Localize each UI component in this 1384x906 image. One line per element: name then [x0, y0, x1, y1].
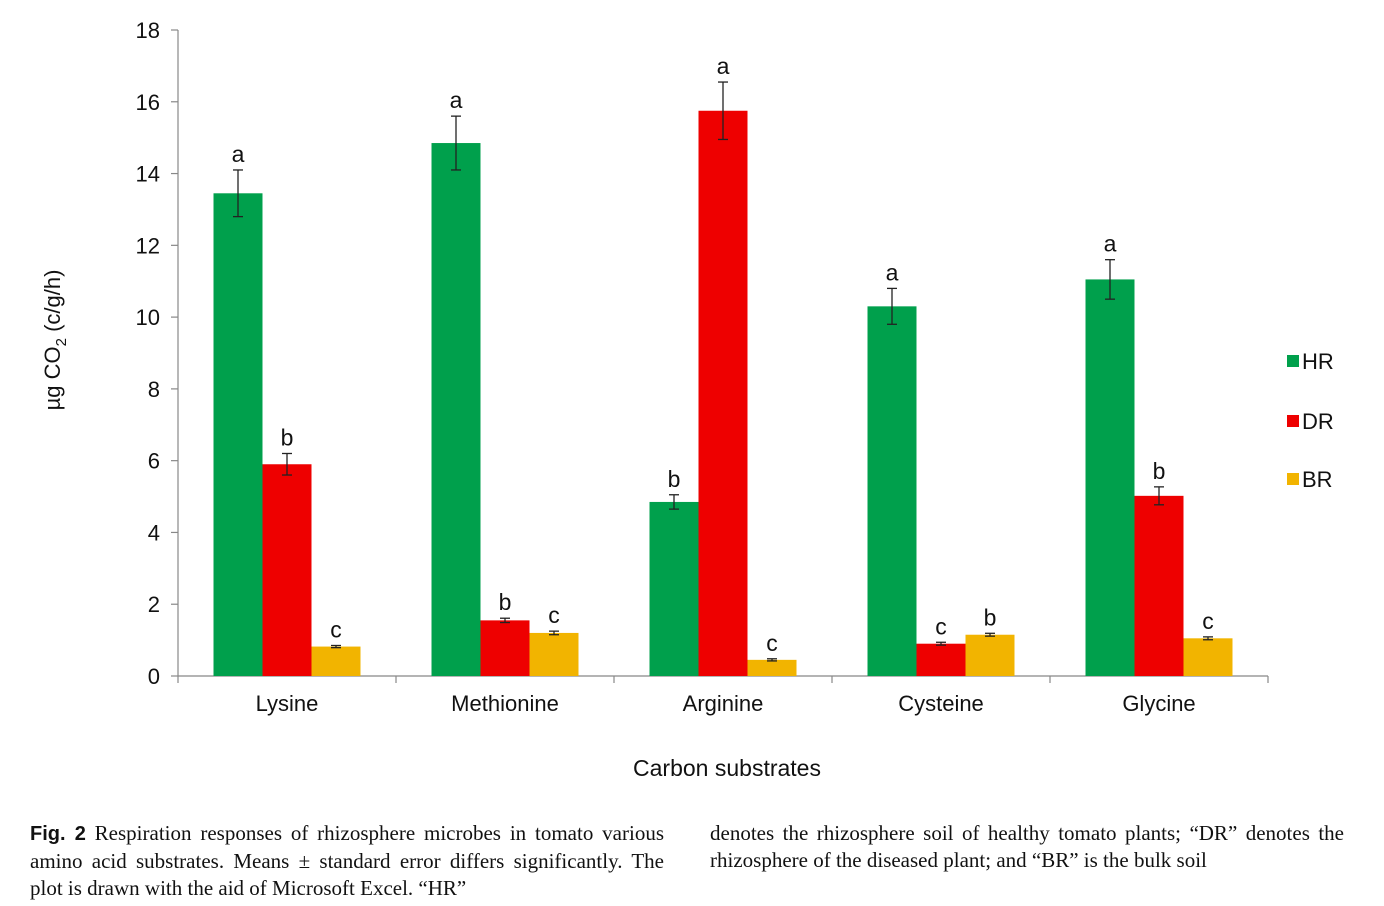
- bar-dr: [480, 620, 530, 676]
- significance-letter: a: [232, 141, 245, 167]
- y-tick-label: 14: [136, 162, 160, 187]
- x-tick-label: Cysteine: [898, 691, 984, 716]
- legend-swatch-br: [1287, 473, 1299, 485]
- bar-dr: [916, 643, 966, 676]
- legend-swatch-dr: [1287, 415, 1299, 427]
- bar-hr: [867, 306, 917, 676]
- x-axis-label: Carbon substrates: [633, 755, 821, 781]
- x-axis: Lysine Methionine Arginine Cysteine Glycine: [177, 675, 1269, 716]
- bar-dr: [1134, 495, 1184, 676]
- legend-label-br: BR: [1302, 467, 1333, 492]
- bar-br: [311, 646, 361, 676]
- bar-dr: [698, 110, 748, 676]
- bar-br: [747, 659, 797, 676]
- significance-letter: c: [766, 630, 778, 656]
- significance-letter: c: [548, 602, 560, 628]
- y-tick-label: 10: [136, 305, 160, 330]
- y-tick-label: 2: [148, 592, 160, 617]
- figure-caption-left: Fig. 2 Respiration responses of rhizosph…: [30, 820, 664, 902]
- chart-svg: 0 2 4 6 8 10 12 14 16 18 Lysine Methionine Arginine…: [40, 18, 1334, 781]
- significance-letter: c: [935, 613, 947, 639]
- significance-letter: a: [1104, 231, 1117, 257]
- significance-letter: a: [886, 259, 899, 285]
- y-tick-label: 16: [136, 90, 160, 115]
- figure-caption-right: denotes the rhizosphere soil of healthy …: [710, 820, 1344, 874]
- significance-letter: b: [499, 589, 512, 615]
- bars: a a b a a b b a c b c c c b c: [213, 53, 1233, 677]
- significance-letter: c: [330, 616, 342, 642]
- bar-hr: [431, 143, 481, 677]
- legend-label-dr: DR: [1302, 409, 1334, 434]
- significance-letter: b: [668, 466, 681, 492]
- significance-letter: b: [984, 604, 997, 630]
- y-tick-label: 0: [148, 664, 160, 689]
- x-tick-label: Glycine: [1122, 691, 1195, 716]
- x-tick-label: Methionine: [451, 691, 559, 716]
- significance-letter: b: [281, 424, 294, 450]
- caption-text-left: Respiration responses of rhizosphere mic…: [30, 821, 664, 900]
- y-axis-label: µg CO2 (c/g/h): [40, 270, 70, 411]
- significance-letter: a: [717, 53, 730, 79]
- bar-br: [1183, 638, 1233, 676]
- y-tick-label: 6: [148, 449, 160, 474]
- bar-br: [965, 634, 1015, 676]
- figure-label: Fig. 2: [30, 823, 86, 845]
- y-tick-label: 8: [148, 377, 160, 402]
- x-tick-label: Lysine: [256, 691, 319, 716]
- legend: HR DR BR: [1287, 349, 1334, 492]
- bar-dr: [262, 464, 312, 676]
- y-tick-label: 4: [148, 520, 160, 545]
- bar-hr: [649, 501, 699, 676]
- bar-br: [529, 632, 579, 676]
- y-tick-label: 12: [136, 233, 160, 258]
- significance-letter: c: [1202, 608, 1214, 634]
- legend-swatch-hr: [1287, 355, 1299, 367]
- significance-letter: a: [450, 87, 463, 113]
- bar-hr: [1085, 279, 1135, 676]
- y-axis: 0 2 4 6 8 10 12 14 16 18: [136, 18, 179, 689]
- bar-chart: 0 2 4 6 8 10 12 14 16 18 Lysine Methionine Arginine…: [40, 18, 1334, 781]
- significance-letter: b: [1153, 458, 1166, 484]
- bar-hr: [213, 193, 263, 677]
- legend-label-hr: HR: [1302, 349, 1334, 374]
- y-tick-label: 18: [136, 18, 160, 43]
- caption-text-right: denotes the rhizosphere soil of healthy …: [710, 821, 1344, 872]
- x-tick-label: Arginine: [683, 691, 764, 716]
